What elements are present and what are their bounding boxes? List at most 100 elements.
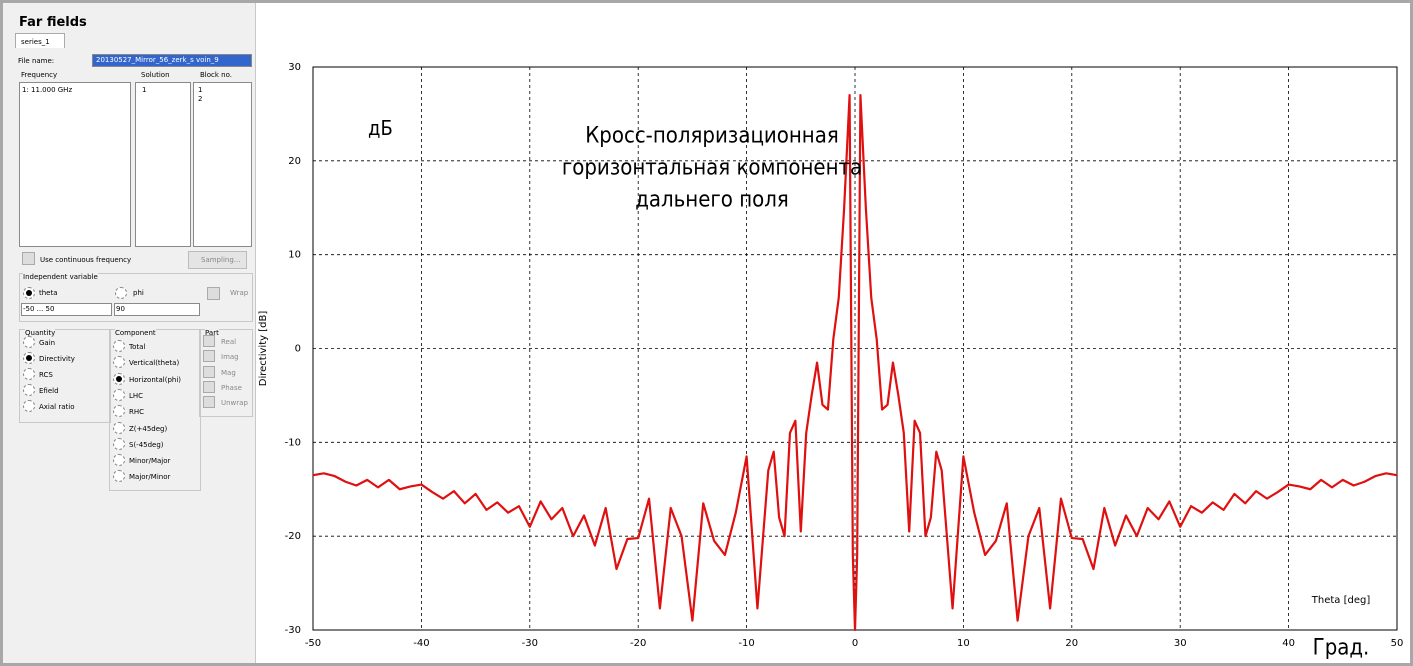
tab-label: series_1 <box>21 38 50 46</box>
file-label: File name: <box>18 57 55 65</box>
option-label: Horizontal(phi) <box>129 375 182 384</box>
radio[interactable] <box>113 388 125 401</box>
combo[interactable] <box>114 303 200 316</box>
radio[interactable] <box>23 287 35 299</box>
button-label: Sampling... <box>201 256 241 264</box>
radio[interactable] <box>23 336 35 348</box>
list-item[interactable]: 1: 11.000 GHz <box>22 86 73 94</box>
checkbox[interactable] <box>203 380 215 393</box>
annotation: горизонтальная компонента <box>562 154 862 179</box>
checkbox[interactable] <box>203 350 215 363</box>
y-tick-label: -10 <box>285 437 301 448</box>
radio[interactable] <box>113 405 125 418</box>
combo-text: 90 <box>116 305 125 313</box>
file-combo[interactable] <box>92 54 252 67</box>
y-tick-label: -20 <box>285 531 301 542</box>
annotation: дБ <box>368 117 393 140</box>
x-tick-label: -10 <box>738 638 754 649</box>
group-box <box>19 329 111 423</box>
radio[interactable] <box>115 287 127 299</box>
checkbox-label: Use continuous frequency <box>40 256 132 264</box>
panel-title: Far fields <box>19 15 87 30</box>
radio[interactable] <box>23 368 35 380</box>
option-label: Mag <box>221 368 236 377</box>
file-value: 20130527_Mirror_56_zerk_s voin_9 <box>96 56 219 64</box>
radio[interactable] <box>113 470 125 483</box>
option-label: Axial ratio <box>39 403 75 411</box>
group-label: Independent variable <box>23 273 98 281</box>
x-tick-label: -20 <box>630 638 646 649</box>
column-header: Block no. <box>200 71 232 79</box>
group-box <box>19 273 253 322</box>
radio[interactable] <box>113 372 125 385</box>
list-item[interactable]: 2 <box>198 95 203 103</box>
list-box[interactable] <box>135 82 191 247</box>
button[interactable] <box>188 251 247 269</box>
option-label: Vertical(theta) <box>129 359 180 368</box>
group-label: Component <box>115 329 156 337</box>
x-tick-label: 50 <box>1391 638 1404 649</box>
y-tick-label: 30 <box>288 62 301 73</box>
list-box[interactable] <box>19 82 131 247</box>
x-tick-label: 20 <box>1065 638 1078 649</box>
chart: -30 -20 -10 0 10 20 30 -50 -40 -30 -20 -10 0 10 20 30 40… <box>258 62 1404 660</box>
radio[interactable] <box>23 352 35 364</box>
group-label: Quantity <box>25 329 56 337</box>
option-label: Z(+45deg) <box>129 424 168 433</box>
option-label: Unwrap <box>221 399 248 408</box>
checkbox[interactable] <box>203 335 215 347</box>
tab[interactable] <box>15 33 65 48</box>
option-label: Minor/Major <box>129 457 171 466</box>
option-label: RCS <box>39 371 53 379</box>
radio[interactable] <box>113 437 125 450</box>
list-item[interactable]: 1 <box>198 86 203 94</box>
option-label: Imag <box>221 353 239 362</box>
column-header: Solution <box>141 71 170 79</box>
y-axis-label: Directivity [dB] <box>258 311 269 387</box>
y-tick-label: 0 <box>295 344 301 355</box>
x-axis-label: Theta [deg] <box>1311 595 1371 606</box>
y-tick-label: -30 <box>285 625 301 636</box>
checkbox[interactable] <box>203 365 215 378</box>
x-tick-label: 0 <box>852 638 858 649</box>
group-box <box>199 329 253 417</box>
radio[interactable] <box>113 340 125 352</box>
option-label: Efield <box>39 387 59 395</box>
far-fields-panel: Far fields series_1 File name: 20130527_Mir… <box>3 3 256 663</box>
radio-label: theta <box>39 289 58 297</box>
option-label: RHC <box>129 408 145 417</box>
y-tick-label: 20 <box>288 156 301 167</box>
y-tick-label: 10 <box>288 250 301 261</box>
option-label: Major/Minor <box>129 473 171 482</box>
option-label: Real <box>221 338 237 346</box>
checkbox[interactable] <box>203 396 215 409</box>
x-tick-label: -40 <box>413 638 429 649</box>
x-tick-label: 30 <box>1174 638 1187 649</box>
annotation: дальнего поля <box>635 186 789 211</box>
x-tick-label: -50 <box>305 638 321 649</box>
radio-label: phi <box>133 289 144 297</box>
x-tick-label: 40 <box>1282 638 1295 649</box>
checkbox[interactable] <box>22 252 35 265</box>
option-label: LHC <box>129 391 144 400</box>
combo-text: -50 ... 50 <box>23 305 55 313</box>
option-label: Directivity <box>39 355 75 363</box>
option-label: Gain <box>39 339 56 347</box>
annotation: Град. <box>1313 634 1370 659</box>
column-header: Frequency <box>21 71 58 79</box>
x-tick-label: 10 <box>957 638 970 649</box>
option-label: S(-45deg) <box>129 440 164 449</box>
combo[interactable] <box>21 303 112 316</box>
checkbox-label: Wrap <box>230 289 249 297</box>
checkbox[interactable] <box>207 287 220 300</box>
data-line <box>312 94 1398 632</box>
radio[interactable] <box>23 400 35 412</box>
radio[interactable] <box>113 421 125 434</box>
list-box[interactable] <box>193 82 252 247</box>
radio[interactable] <box>113 454 125 467</box>
radio[interactable] <box>23 384 35 396</box>
list-item[interactable]: 1 <box>142 86 147 94</box>
radio[interactable] <box>113 356 125 369</box>
